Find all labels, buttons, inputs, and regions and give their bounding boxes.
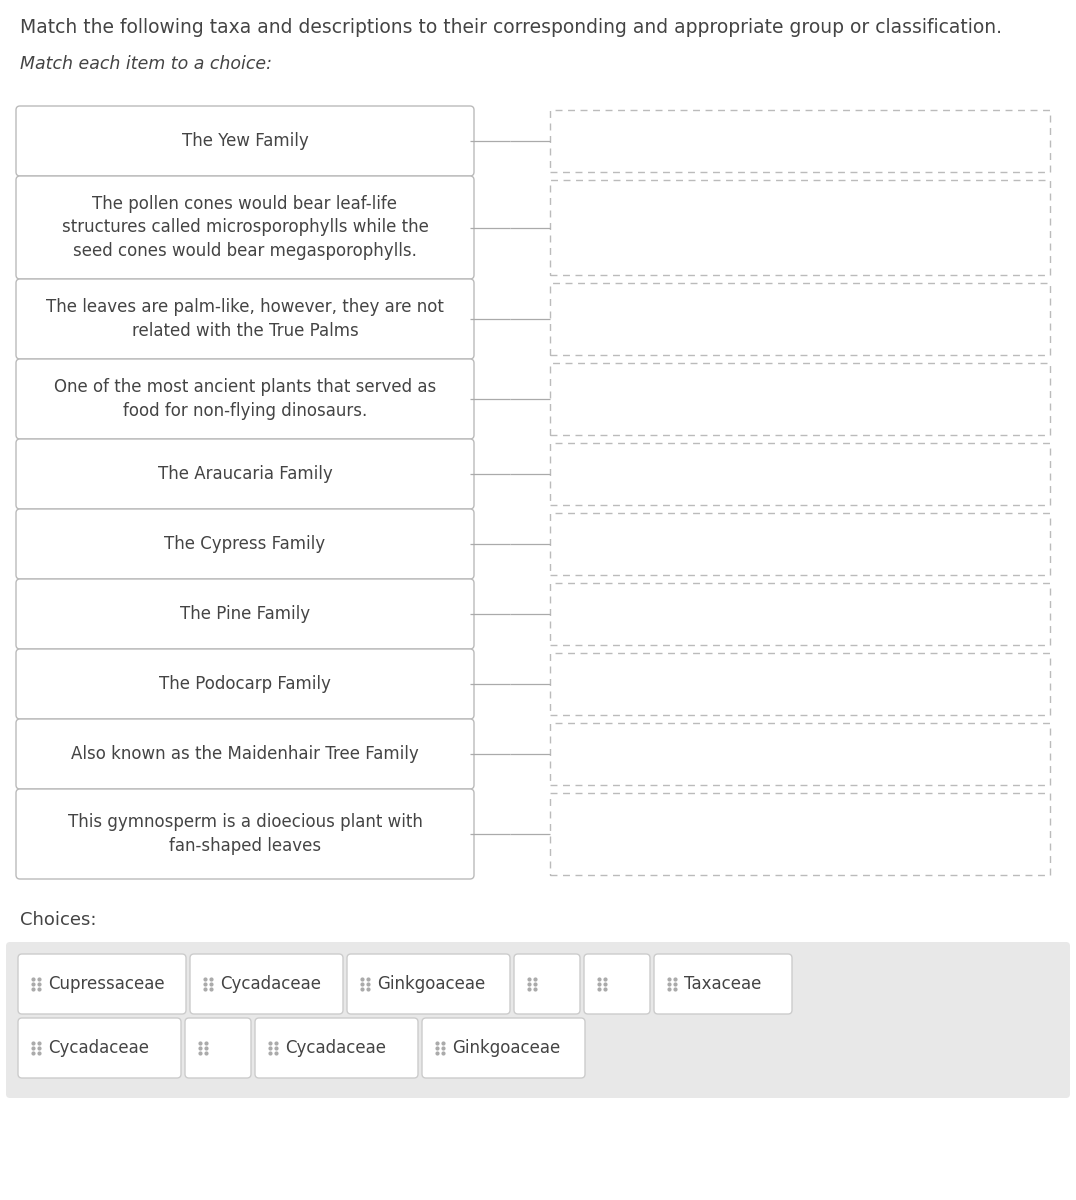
Text: Cycadaceae: Cycadaceae (285, 1039, 386, 1057)
Text: Taxaceae: Taxaceae (684, 974, 762, 994)
Text: The leaves are palm-like, however, they are not
related with the True Palms: The leaves are palm-like, however, they … (46, 298, 444, 340)
FancyBboxPatch shape (584, 954, 650, 1014)
FancyBboxPatch shape (16, 649, 475, 719)
Text: The Yew Family: The Yew Family (182, 132, 309, 150)
FancyBboxPatch shape (654, 954, 792, 1014)
FancyBboxPatch shape (16, 790, 475, 878)
Text: The pollen cones would bear leaf-life
structures called microsporophylls while t: The pollen cones would bear leaf-life st… (61, 194, 428, 260)
FancyBboxPatch shape (16, 439, 475, 509)
FancyBboxPatch shape (550, 722, 1050, 785)
FancyBboxPatch shape (190, 954, 343, 1014)
FancyBboxPatch shape (185, 1018, 251, 1078)
FancyBboxPatch shape (550, 583, 1050, 646)
FancyBboxPatch shape (550, 443, 1050, 505)
FancyBboxPatch shape (16, 106, 475, 176)
FancyBboxPatch shape (550, 283, 1050, 355)
FancyBboxPatch shape (16, 578, 475, 649)
Text: The Podocarp Family: The Podocarp Family (159, 674, 331, 692)
Text: The Pine Family: The Pine Family (180, 605, 310, 623)
Text: Cupressaceae: Cupressaceae (48, 974, 165, 994)
Text: The Cypress Family: The Cypress Family (165, 535, 326, 553)
FancyBboxPatch shape (514, 954, 580, 1014)
Text: The Araucaria Family: The Araucaria Family (157, 464, 332, 482)
Text: One of the most ancient plants that served as
food for non-flying dinosaurs.: One of the most ancient plants that serv… (54, 378, 436, 420)
Text: Match the following taxa and descriptions to their corresponding and appropriate: Match the following taxa and description… (20, 18, 1002, 37)
FancyBboxPatch shape (16, 359, 475, 439)
Text: Ginkgoaceae: Ginkgoaceae (452, 1039, 561, 1057)
FancyBboxPatch shape (18, 954, 186, 1014)
Text: Cycadaceae: Cycadaceae (220, 974, 321, 994)
FancyBboxPatch shape (346, 954, 510, 1014)
FancyBboxPatch shape (6, 942, 1070, 1098)
FancyBboxPatch shape (550, 362, 1050, 434)
FancyBboxPatch shape (16, 176, 475, 278)
Text: Also known as the Maidenhair Tree Family: Also known as the Maidenhair Tree Family (71, 745, 419, 763)
FancyBboxPatch shape (422, 1018, 585, 1078)
Text: Match each item to a choice:: Match each item to a choice: (20, 55, 272, 73)
FancyBboxPatch shape (550, 653, 1050, 715)
FancyBboxPatch shape (550, 514, 1050, 575)
FancyBboxPatch shape (255, 1018, 417, 1078)
Text: Ginkgoaceae: Ginkgoaceae (377, 974, 485, 994)
Text: Cycadaceae: Cycadaceae (48, 1039, 148, 1057)
FancyBboxPatch shape (16, 278, 475, 359)
Text: Choices:: Choices: (20, 911, 97, 929)
FancyBboxPatch shape (550, 110, 1050, 172)
FancyBboxPatch shape (18, 1018, 181, 1078)
FancyBboxPatch shape (16, 509, 475, 578)
FancyBboxPatch shape (550, 180, 1050, 275)
FancyBboxPatch shape (16, 719, 475, 790)
FancyBboxPatch shape (550, 793, 1050, 875)
Text: This gymnosperm is a dioecious plant with
fan-shaped leaves: This gymnosperm is a dioecious plant wit… (68, 814, 423, 854)
